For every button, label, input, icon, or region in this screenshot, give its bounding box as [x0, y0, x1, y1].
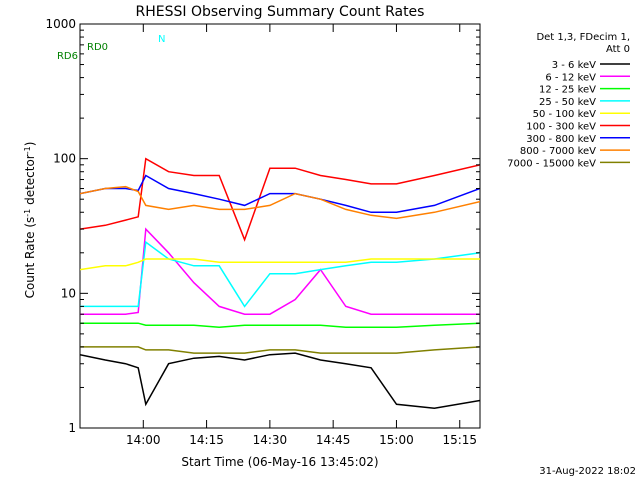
flag-markers: RD0 RD6 N [57, 34, 166, 62]
legend-label-7: 800 - 7000 keV [520, 146, 596, 157]
x-tick-label-2: 14:30 [253, 433, 288, 447]
series-line-2 [80, 322, 480, 328]
legend-label-0: 3 - 6 keV [552, 60, 596, 71]
flag-label-n: N [158, 34, 165, 45]
series-line-1 [80, 227, 480, 315]
series-line-8 [80, 346, 480, 354]
y-tick-label-3: 1000 [45, 17, 76, 31]
legend-label-2: 12 - 25 keV [539, 85, 596, 96]
legend-label-6: 300 - 800 keV [526, 134, 596, 145]
flag-label-rd6: RD6 [57, 51, 78, 62]
series-line-3 [80, 240, 480, 308]
legend-header-line-2: Att 0 [606, 44, 630, 55]
x-axis: Start Time (06-May-16 13:45:02) 14:00 14:… [126, 24, 477, 469]
x-tick-label-5: 15:15 [442, 433, 477, 447]
series-line-5 [80, 157, 480, 242]
chart-title: RHESSI Observing Summary Count Rates [136, 4, 425, 20]
series-group [80, 157, 480, 410]
series-line-4 [80, 258, 480, 271]
timestamp: 31-Aug-2022 18:02 [539, 466, 636, 477]
flag-label-rd0: RD0 [87, 42, 108, 53]
legend-label-3: 25 - 50 keV [539, 97, 596, 108]
y-label-part-1: Count Rate (s [23, 217, 37, 299]
y-tick-label-1: 10 [61, 286, 76, 300]
series-line-0 [80, 352, 480, 410]
y-label-exp-1: -1 [23, 209, 32, 217]
legend-label-8: 7000 - 15000 keV [507, 158, 596, 169]
legend-label-5: 100 - 300 keV [526, 122, 596, 133]
y-label-part-2: detector [23, 154, 37, 209]
x-tick-label-4: 15:00 [379, 433, 414, 447]
x-tick-label-3: 14:45 [316, 433, 351, 447]
legend-label-1: 6 - 12 keV [545, 72, 596, 83]
y-label-exp-2: -1 [23, 146, 32, 154]
legend-header-line-1: Det 1,3, FDecim 1, [536, 32, 630, 43]
y-tick-label-2: 100 [53, 152, 76, 166]
y-axis-label: Count Rate (s-1 detector-1) [23, 142, 38, 299]
legend-label-4: 50 - 100 keV [533, 109, 597, 120]
x-tick-label-1: 14:15 [189, 433, 224, 447]
plot-frame [79, 23, 481, 429]
plot-area [79, 23, 481, 429]
series-line-7 [80, 185, 480, 220]
y-label-part-3: ) [23, 142, 37, 147]
y-tick-label-0: 1 [68, 421, 76, 435]
x-axis-label: Start Time (06-May-16 13:45:02) [181, 455, 378, 469]
x-tick-label-0: 14:00 [126, 433, 161, 447]
